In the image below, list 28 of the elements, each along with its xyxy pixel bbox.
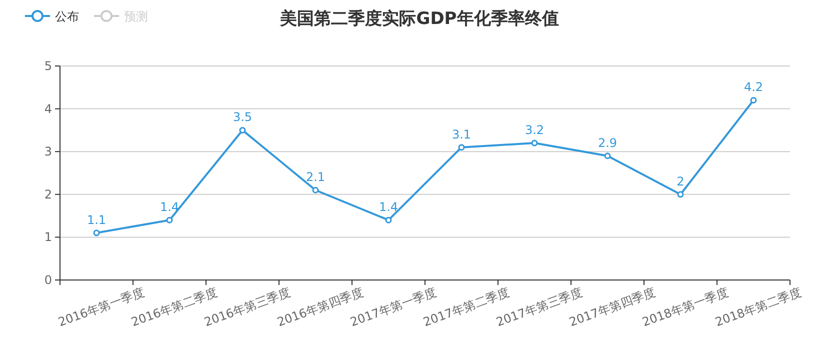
point — [312, 186, 319, 194]
point — [239, 126, 246, 134]
data-label: 3.5 — [232, 110, 252, 124]
point — [458, 144, 465, 151]
legend-label: 公布 — [55, 10, 79, 24]
point — [750, 96, 757, 104]
y-tick-label: 5 — [44, 59, 52, 73]
data-label: 1.1 — [86, 212, 106, 227]
point — [93, 230, 100, 236]
data-label: 1.4 — [378, 200, 398, 214]
y-tick-label: 4 — [44, 102, 52, 116]
point — [604, 152, 611, 160]
data-label: 2.9 — [598, 136, 618, 150]
data-label: 1.4 — [160, 200, 180, 214]
point — [677, 191, 684, 198]
chart-title: 美国第二季度实际GDP年化季率终值 — [279, 9, 559, 29]
data-label: 4.2 — [744, 80, 764, 94]
y-tick-label: 0 — [44, 273, 52, 287]
data-label: 3.1 — [452, 127, 472, 142]
point — [531, 140, 538, 146]
data-label: 3.2 — [524, 123, 544, 138]
data-label: 2 — [676, 174, 684, 188]
y-tick-label: 1 — [44, 230, 52, 244]
point — [385, 216, 392, 224]
y-tick-label: 3 — [44, 144, 52, 159]
y-tick-label: 2 — [44, 187, 52, 202]
point — [166, 216, 173, 224]
data-label: 2.1 — [306, 170, 326, 184]
